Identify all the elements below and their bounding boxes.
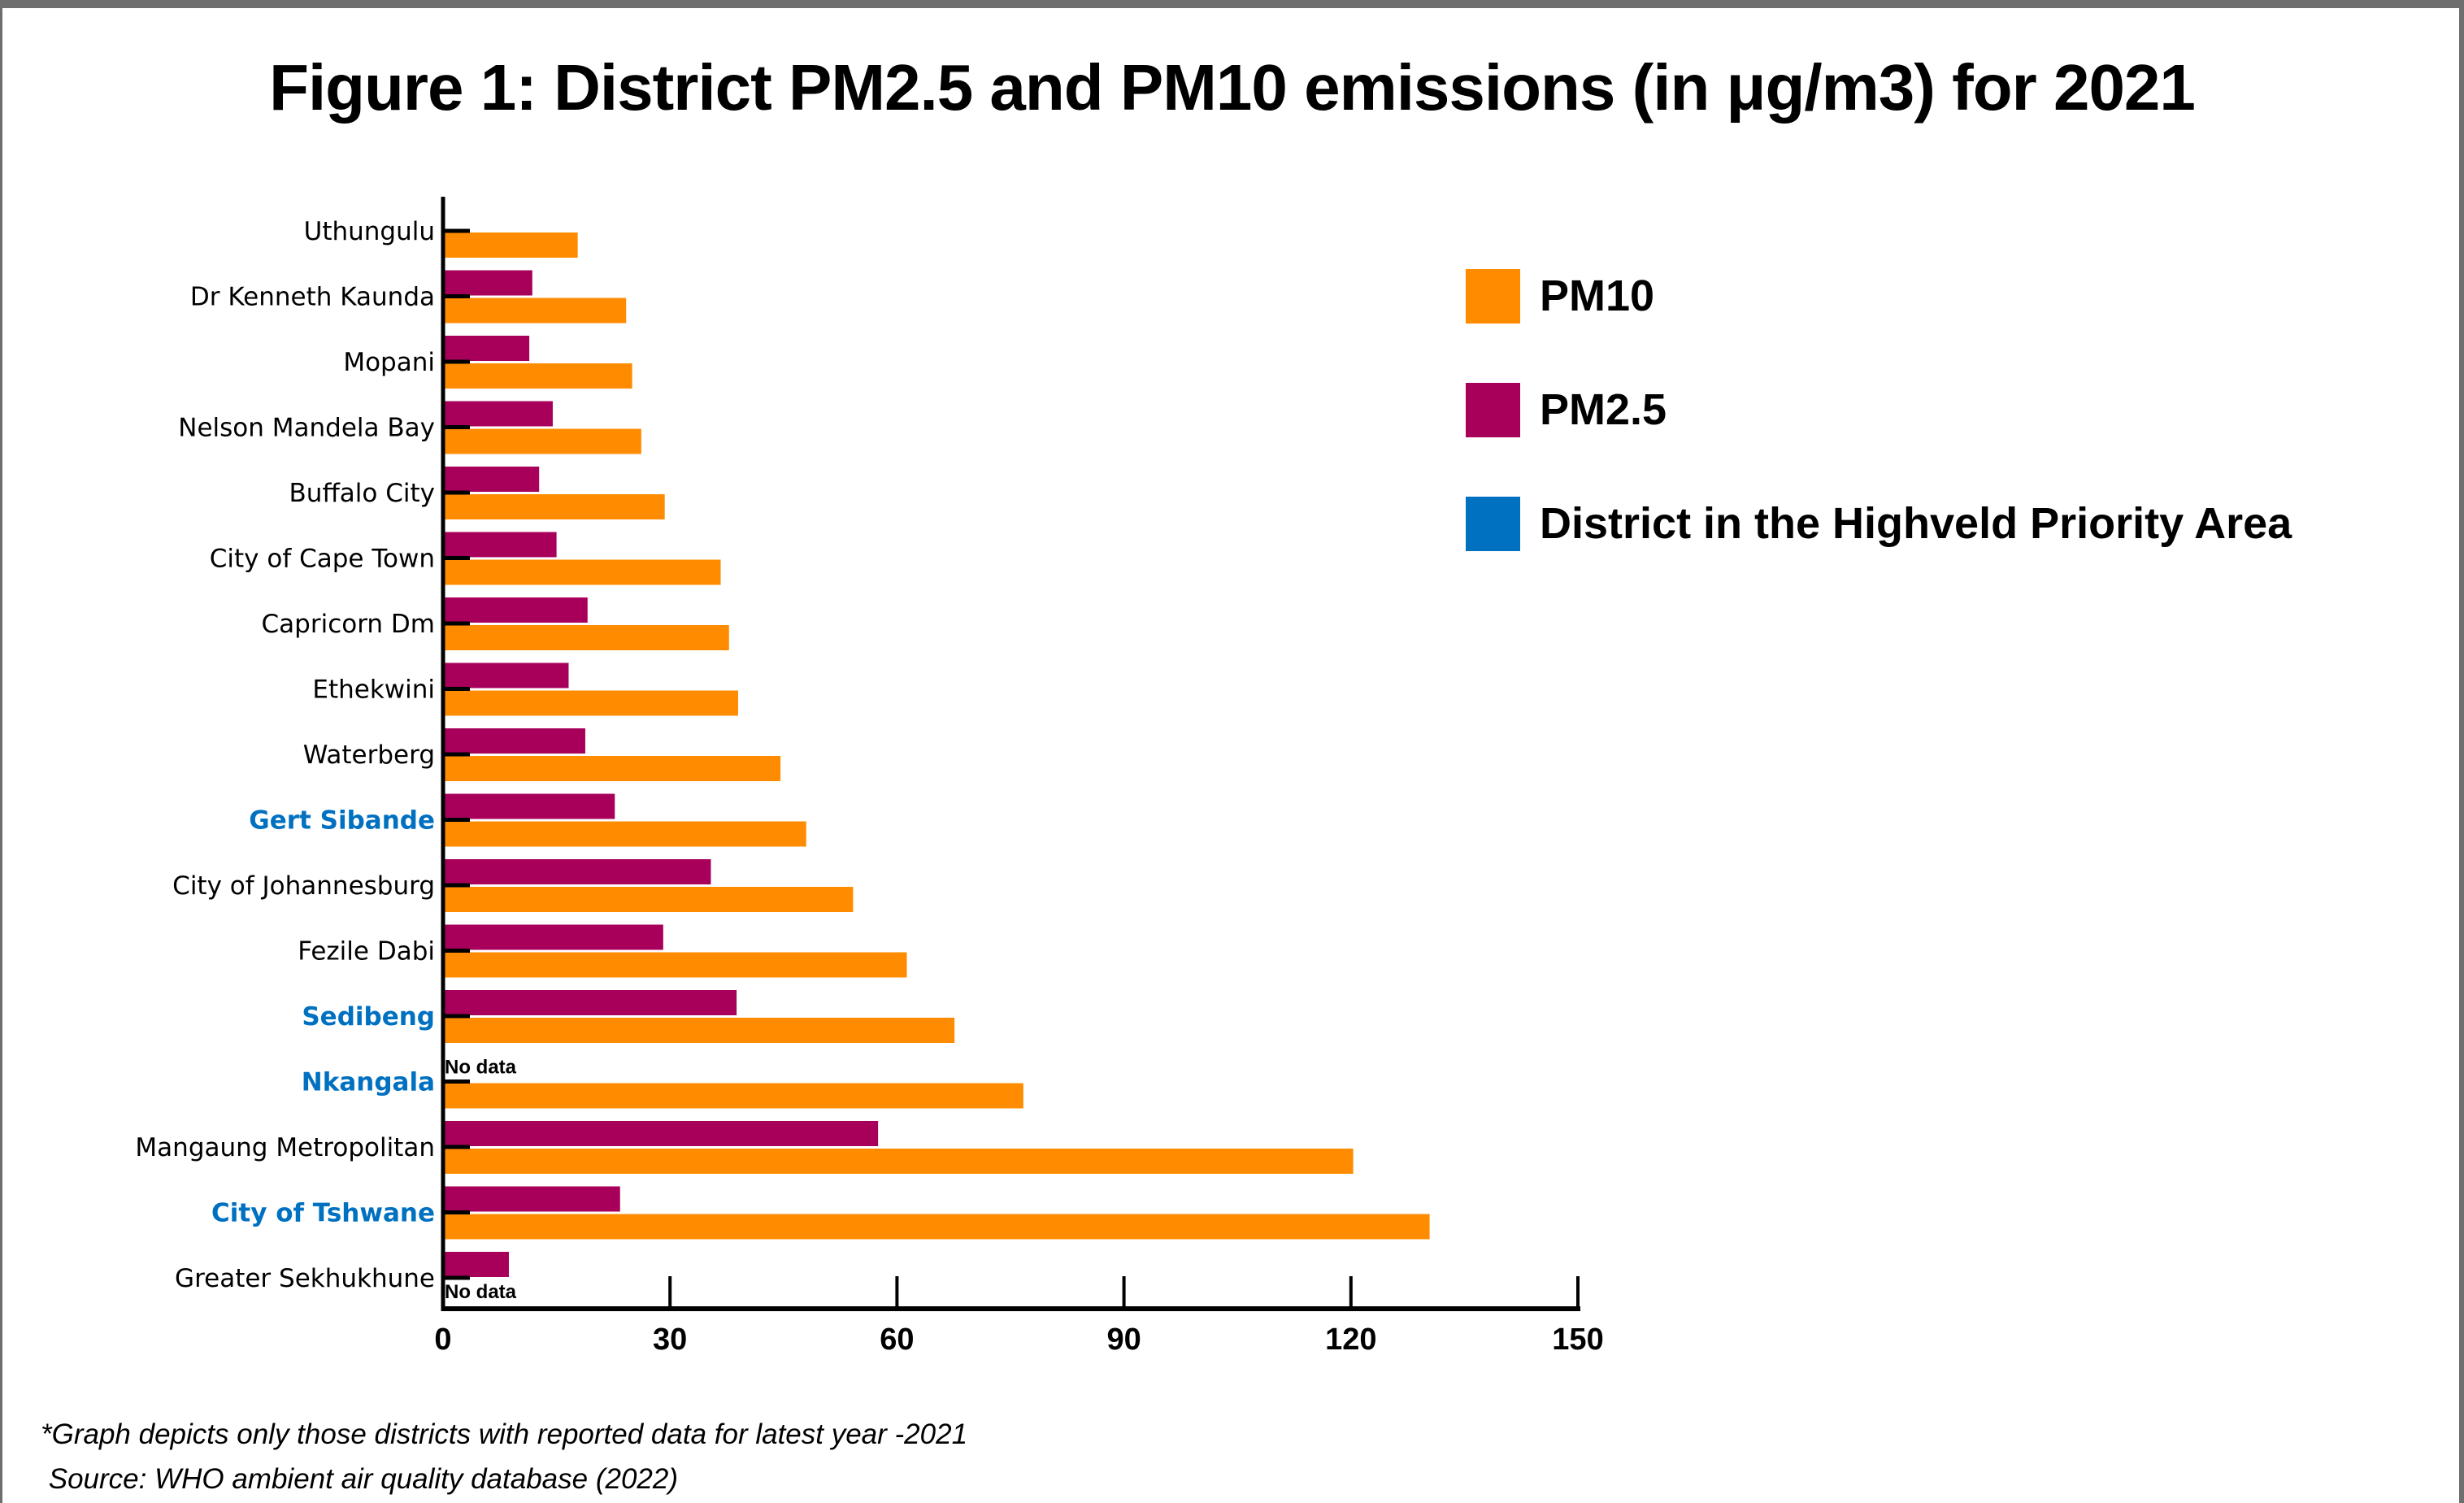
- legend-label-highveld: District in the Highveld Priority Area: [1540, 499, 2292, 548]
- bar-pm10-11: [443, 952, 907, 978]
- bar-pm10-4: [443, 494, 665, 519]
- x-tick-label-150: 150: [1552, 1323, 1603, 1357]
- x-tick-label-30: 30: [653, 1323, 687, 1357]
- legend-label-pm25: PM2.5: [1540, 385, 1667, 434]
- legend-swatch-pm10: [1466, 268, 1520, 324]
- category-label-0: Uthungulu: [304, 217, 435, 246]
- no-data-label-0: No data: [445, 1057, 517, 1079]
- bar-pm25-15: [443, 1186, 620, 1212]
- bar-pm25-7: [443, 662, 569, 689]
- bar-pm25-11: [443, 924, 663, 950]
- bar-pm25-16: [443, 1252, 509, 1277]
- category-label-14: Mangaung Metropolitan: [135, 1133, 435, 1162]
- footnote-note: *Graph depicts only those districts with…: [41, 1418, 968, 1450]
- legend-item-pm10: PM10: [1466, 268, 2292, 324]
- footnote-source: Source: WHO ambient air quality database…: [41, 1463, 678, 1495]
- bar-pm10-10: [443, 887, 854, 912]
- legend-label-pm10: PM10: [1540, 271, 1655, 320]
- bar-pm10-9: [443, 821, 806, 847]
- bar-pm10-0: [443, 232, 578, 258]
- bar-pm10-13: [443, 1083, 1023, 1109]
- bar-pm10-5: [443, 559, 721, 585]
- category-label-11: Fezile Dabi: [298, 937, 435, 967]
- bar-pm10-2: [443, 363, 632, 389]
- bar-pm25-4: [443, 467, 540, 492]
- legend-swatch-highveld: [1466, 496, 1520, 551]
- bar-pm25-12: [443, 990, 737, 1015]
- bar-pm10-14: [443, 1149, 1354, 1174]
- bar-pm10-7: [443, 690, 738, 716]
- category-label-15: City of Tshwane: [211, 1199, 435, 1228]
- no-data-label-1: No data: [445, 1281, 517, 1303]
- category-label-3: Nelson Mandela Bay: [178, 414, 435, 443]
- chart-title: Figure 1: District PM2.5 and PM10 emissi…: [269, 51, 2196, 124]
- bar-pm10-1: [443, 298, 627, 324]
- x-tick-label-60: 60: [880, 1323, 914, 1357]
- category-label-2: Mopani: [343, 348, 435, 377]
- x-tick-label-90: 90: [1106, 1323, 1141, 1357]
- category-label-5: City of Cape Town: [210, 545, 435, 574]
- category-label-1: Dr Kenneth Kaunda: [190, 283, 435, 312]
- bar-pm25-9: [443, 793, 615, 819]
- bar-pm10-15: [443, 1214, 1430, 1240]
- legend-item-pm25: PM2.5: [1466, 382, 2292, 437]
- category-label-8: Waterberg: [303, 741, 435, 770]
- bar-pm25-8: [443, 728, 585, 754]
- category-label-13: Nkangala: [302, 1068, 435, 1097]
- category-label-9: Gert Sibande: [249, 806, 435, 836]
- axes: [441, 197, 1580, 1311]
- bar-pm25-14: [443, 1121, 879, 1146]
- x-ticks: 0 30 60 90 120 150: [434, 1276, 1604, 1357]
- bar-pm25-5: [443, 532, 557, 558]
- bar-pm10-8: [443, 756, 781, 781]
- category-label-10: City of Johannesburg: [172, 871, 435, 901]
- legend-swatch-pm25: [1466, 382, 1520, 437]
- category-label-7: Ethekwini: [312, 675, 435, 705]
- category-label-6: Capricorn Dm: [262, 610, 435, 639]
- bar-pm10-6: [443, 625, 729, 650]
- category-label-4: Buffalo City: [289, 479, 435, 508]
- legend: PM10 PM2.5 District in the Highveld Prio…: [1466, 268, 2292, 610]
- bar-pm25-3: [443, 401, 553, 427]
- bars-group: [443, 232, 1430, 1277]
- bar-pm25-6: [443, 597, 588, 623]
- no-data-annotations: No data No data: [445, 1057, 517, 1304]
- bar-pm10-3: [443, 428, 641, 454]
- category-label-16: Greater Sekhukhune: [175, 1264, 435, 1293]
- legend-item-highveld: District in the Highveld Priority Area: [1466, 496, 2292, 551]
- x-tick-label-0: 0: [434, 1323, 451, 1357]
- bar-pm25-2: [443, 336, 530, 361]
- category-labels: Uthungulu Dr Kenneth Kaunda Mopani Nelson M…: [135, 217, 435, 1293]
- category-label-12: Sedibeng: [302, 1002, 435, 1032]
- x-tick-label-120: 120: [1325, 1323, 1376, 1357]
- bar-pm25-1: [443, 270, 532, 296]
- bar-pm25-10: [443, 859, 711, 884]
- bar-pm10-12: [443, 1018, 955, 1043]
